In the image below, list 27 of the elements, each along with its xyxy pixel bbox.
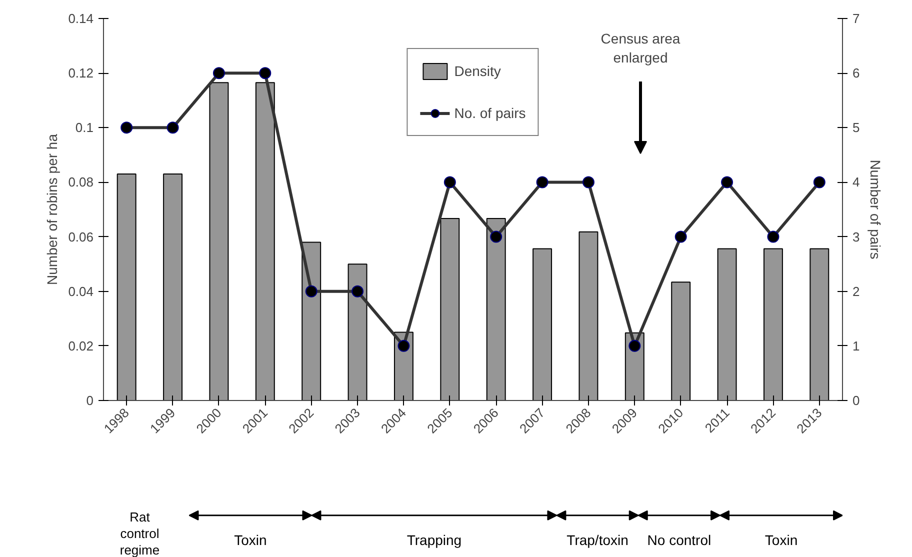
y2-tick-label: 6 [852,66,860,81]
y-tick-label: 0.08 [68,174,94,190]
y2-tick-label: 0 [852,393,860,408]
y-tick-label: 0.14 [68,11,94,26]
text: Rat control regime [120,510,160,557]
y-tick-label: 0.12 [68,66,94,81]
y2-axis-title: Number of pairs [868,160,884,260]
legend-label: Density [454,63,501,79]
legend-label: No. of pairs [454,105,526,121]
text: Toxin [764,532,798,548]
y-tick-label: 0 [86,393,94,408]
y2-tick-label: 4 [852,174,860,190]
y-axis-title: Number of robins per ha [44,134,60,285]
y2-tick-label: 3 [852,229,860,244]
y-tick-label: 0.02 [68,338,94,354]
y-tick-label: 0.06 [68,229,94,244]
y2-tick-label: 2 [852,284,860,299]
y2-tick-label: 7 [852,11,860,26]
text: Trapping [406,532,462,548]
text: Toxin [234,532,267,548]
annotation: Census area enlarged [600,30,680,66]
text: No control [647,532,712,548]
y-tick-label: 0.1 [75,120,94,136]
y2-tick-label: 5 [852,120,860,136]
text: Trap/toxin [566,532,628,548]
y-tick-label: 0.04 [68,284,94,299]
y2-tick-label: 1 [852,338,860,354]
